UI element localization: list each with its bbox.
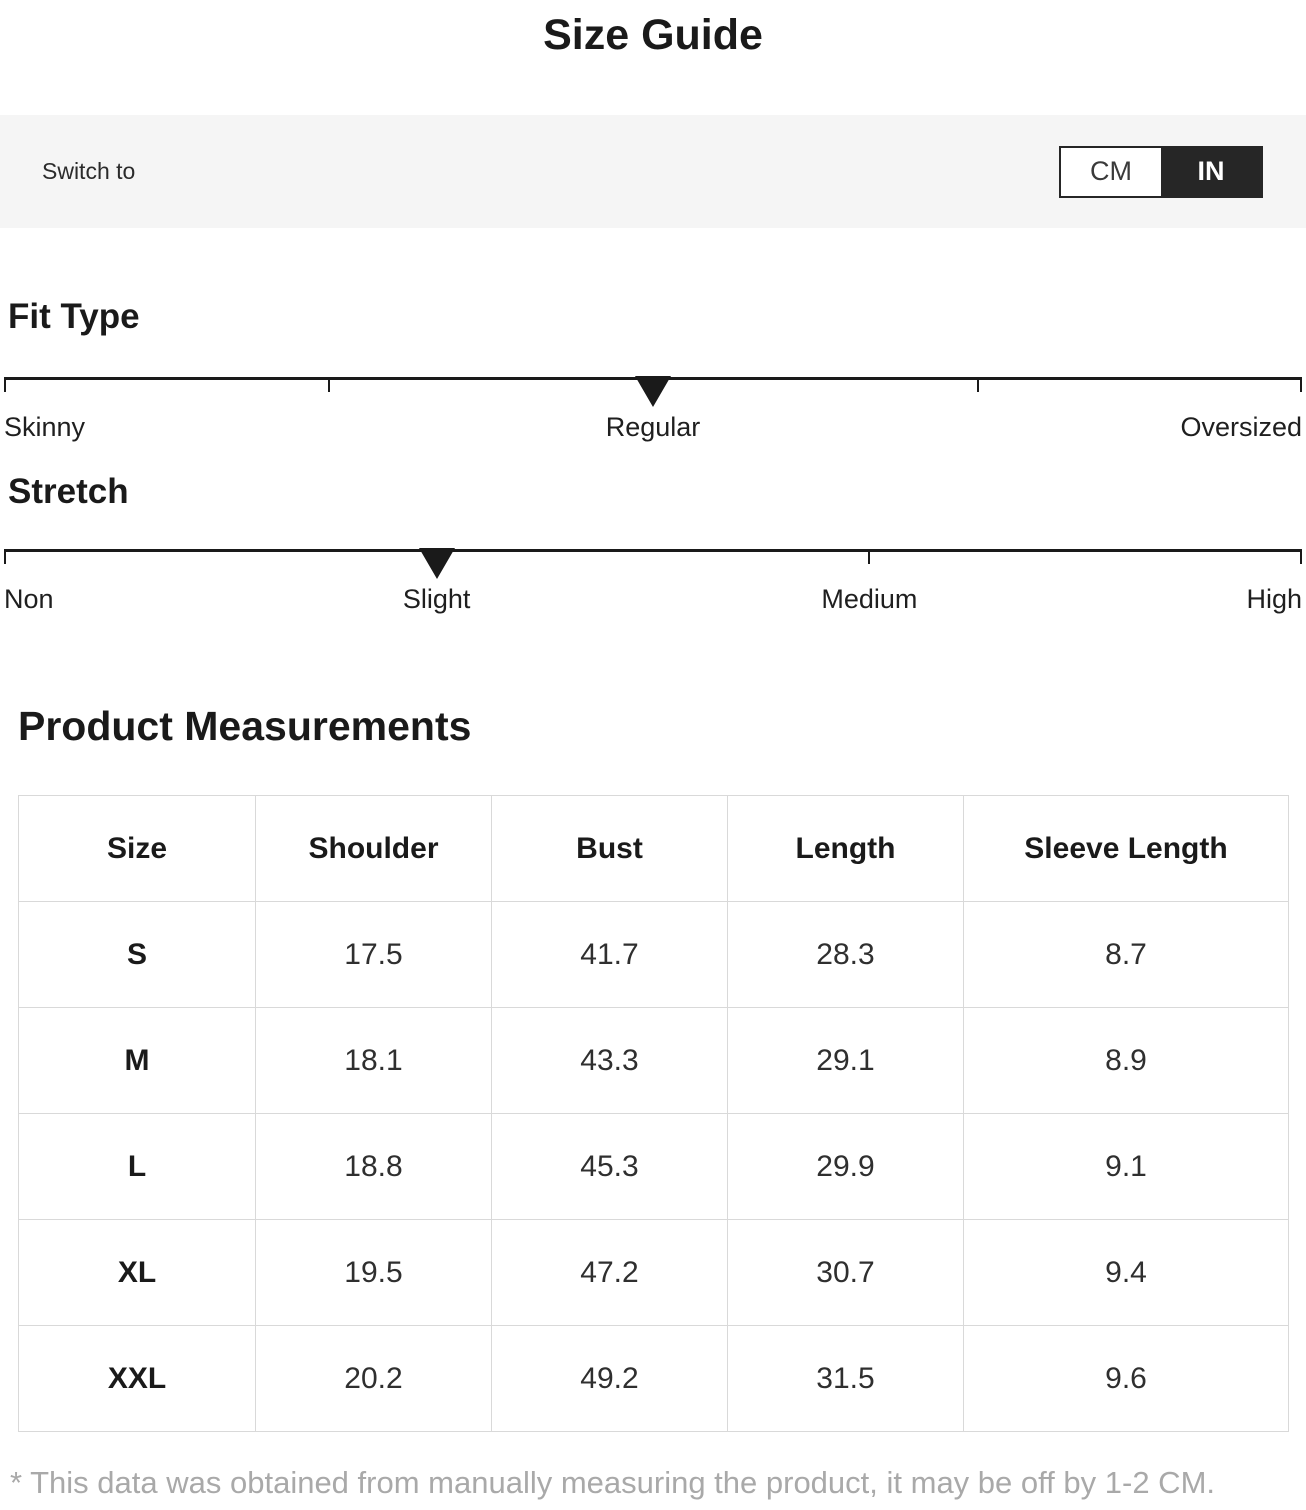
slider-label-high: High <box>1246 584 1302 614</box>
unit-switch-bar: Switch to CM IN <box>0 115 1306 228</box>
size-cell: S <box>18 901 256 1008</box>
table-row: XXL 20.2 49.2 31.5 9.6 <box>18 1325 1289 1432</box>
measurements-table: Size Shoulder Bust Length Sleeve Length … <box>18 795 1289 1432</box>
slider-tick <box>4 377 6 392</box>
measurement-cell: 41.7 <box>491 901 728 1008</box>
slider-label-regular: Regular <box>605 412 701 442</box>
size-cell: XL <box>18 1219 256 1326</box>
stretch-heading: Stretch <box>8 472 129 511</box>
measurement-cell: 31.5 <box>727 1325 964 1432</box>
cm-unit-button[interactable]: CM <box>1061 147 1161 196</box>
stretch-labels: Non Slight Medium High <box>4 584 1302 618</box>
measurement-cell: 19.5 <box>255 1219 492 1326</box>
measurements-tbody: S 17.5 41.7 28.3 8.7 M 18.1 43.3 29.1 8.9 L 18.8 45.… <box>18 901 1289 1432</box>
slider-label-non: Non <box>4 584 54 614</box>
measurement-cell: 43.3 <box>491 1007 728 1114</box>
slider-label-skinny: Skinny <box>4 412 86 442</box>
measurement-cell: 9.4 <box>963 1219 1289 1326</box>
measurement-cell: 17.5 <box>255 901 492 1008</box>
switch-to-label: Switch to <box>42 158 136 184</box>
fit-type-track <box>4 376 1302 407</box>
table-row: L 18.8 45.3 29.9 9.1 <box>18 1113 1289 1220</box>
measurement-cell: 18.8 <box>255 1113 492 1220</box>
unit-toggle: CM IN <box>1059 145 1263 198</box>
column-header-length: Length <box>727 795 964 902</box>
slider-label-oversized: Oversized <box>1180 412 1302 442</box>
size-cell: L <box>18 1113 256 1220</box>
measurement-cell: 20.2 <box>255 1325 492 1432</box>
stretch-slider: Non Slight Medium High <box>4 548 1302 618</box>
footnote: * This data was obtained from manually m… <box>10 1465 1216 1500</box>
slider-tick <box>976 377 979 392</box>
table-row: XL 19.5 47.2 30.7 9.4 <box>18 1219 1289 1326</box>
slider-label-slight: Slight <box>402 584 471 614</box>
measurement-cell: 47.2 <box>491 1219 728 1326</box>
column-header-size: Size <box>18 795 256 902</box>
size-cell: M <box>18 1007 256 1114</box>
page-title: Size Guide <box>543 11 763 59</box>
slider-label-medium: Medium <box>821 584 918 614</box>
measurement-cell: 49.2 <box>491 1325 728 1432</box>
slider-tick <box>1300 377 1302 392</box>
stretch-track <box>4 548 1302 579</box>
column-header-bust: Bust <box>491 795 728 902</box>
slider-tick <box>435 549 438 564</box>
measurement-cell: 9.1 <box>963 1113 1289 1220</box>
column-header-sleeve-length: Sleeve Length <box>963 795 1289 902</box>
slider-tick <box>868 549 871 564</box>
measurement-cell: 30.7 <box>727 1219 964 1326</box>
measurement-cell: 28.3 <box>727 901 964 1008</box>
column-header-shoulder: Shoulder <box>255 795 492 902</box>
measurement-cell: 9.6 <box>963 1325 1289 1432</box>
measurement-cell: 8.7 <box>963 901 1289 1008</box>
measurement-cell: 29.9 <box>727 1113 964 1220</box>
measurement-cell: 8.9 <box>963 1007 1289 1114</box>
slider-tick <box>327 377 330 392</box>
slider-tick <box>1300 549 1302 564</box>
slider-tick <box>4 549 6 564</box>
fit-type-slider: Skinny Regular Oversized <box>4 376 1302 446</box>
fit-type-labels: Skinny Regular Oversized <box>4 412 1302 446</box>
table-row: M 18.1 43.3 29.1 8.9 <box>18 1007 1289 1114</box>
slider-tick <box>652 377 654 392</box>
measurement-cell: 45.3 <box>491 1113 728 1220</box>
table-header-row: Size Shoulder Bust Length Sleeve Length <box>18 795 1289 902</box>
measurement-cell: 29.1 <box>727 1007 964 1114</box>
size-cell: XXL <box>18 1325 256 1432</box>
product-measurements-title: Product Measurements <box>18 703 472 749</box>
in-unit-button[interactable]: IN <box>1161 147 1261 196</box>
measurement-cell: 18.1 <box>255 1007 492 1114</box>
table-row: S 17.5 41.7 28.3 8.7 <box>18 901 1289 1008</box>
fit-type-heading: Fit Type <box>8 297 140 336</box>
